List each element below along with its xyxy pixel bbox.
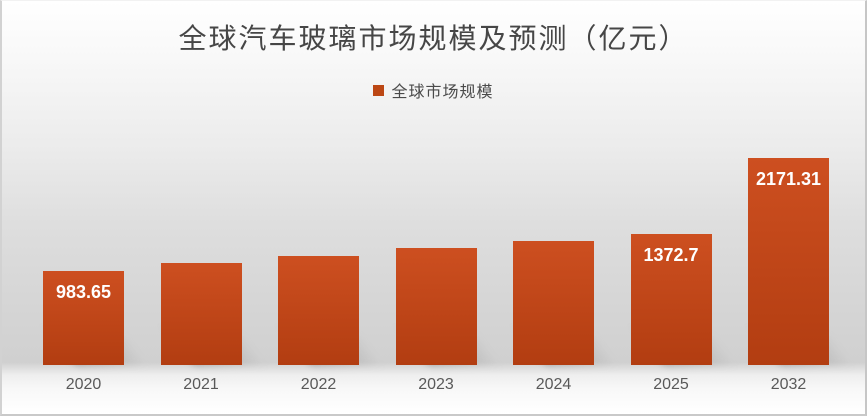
bar-2024 bbox=[513, 241, 594, 365]
bar-2022 bbox=[278, 256, 359, 365]
legend-swatch bbox=[373, 84, 385, 96]
x-axis-tick-label: 2022 bbox=[300, 376, 337, 393]
bar-2032: 2171.31 bbox=[748, 158, 829, 365]
x-axis-tick-label: 2020 bbox=[65, 376, 102, 393]
legend: 全球市场规模 bbox=[2, 78, 865, 102]
bar-2023 bbox=[395, 248, 477, 365]
bar-2020: 983.65 bbox=[43, 271, 124, 365]
x-axis-tick-label: 2021 bbox=[183, 376, 219, 393]
bar-value-label: 2171.31 bbox=[755, 169, 822, 190]
chart-title: 全球汽车玻璃市场规模及预测（亿元） bbox=[178, 22, 689, 55]
x-axis-tick-label: 2024 bbox=[535, 376, 572, 393]
x-axis-tick-label: 2025 bbox=[653, 376, 689, 393]
legend-label: 全球市场规模 bbox=[391, 82, 494, 101]
bar-value-label: 983.65 bbox=[55, 282, 112, 303]
x-axis-tick-label: 2023 bbox=[418, 376, 454, 393]
x-axis-tick-label: 2032 bbox=[770, 376, 807, 393]
bar-value-label: 1372.7 bbox=[643, 245, 699, 266]
bar-2021 bbox=[160, 262, 242, 365]
bar-2025: 1372.7 bbox=[630, 234, 712, 365]
